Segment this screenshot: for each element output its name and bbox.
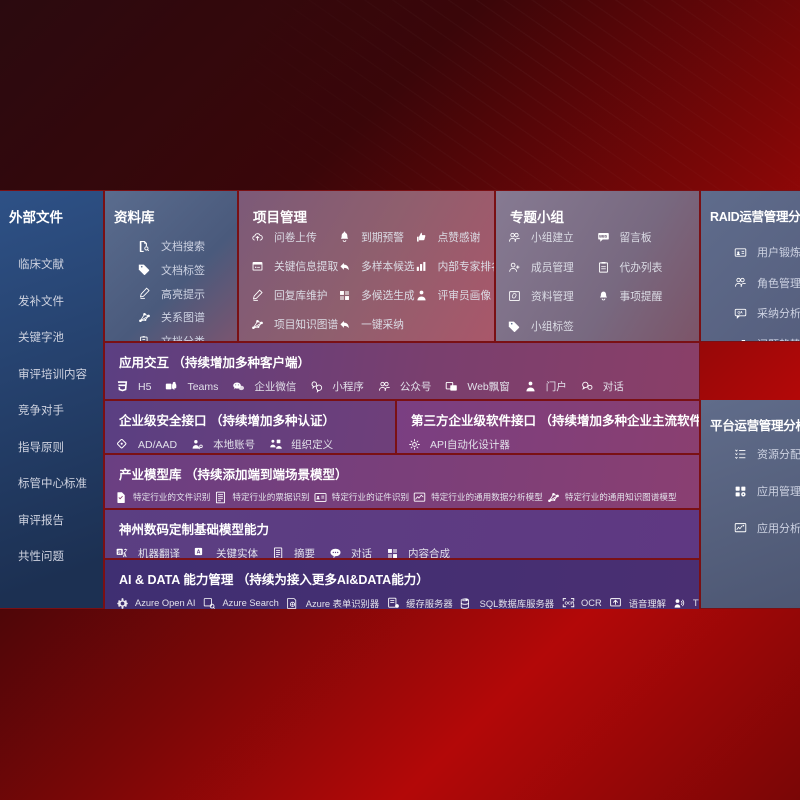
svg-text:BBS: BBS bbox=[599, 235, 607, 239]
svg-text:QA: QA bbox=[737, 310, 743, 314]
svg-text:A: A bbox=[197, 550, 201, 556]
svg-text:SQL: SQL bbox=[462, 599, 467, 601]
svg-text:OCR: OCR bbox=[564, 600, 574, 605]
